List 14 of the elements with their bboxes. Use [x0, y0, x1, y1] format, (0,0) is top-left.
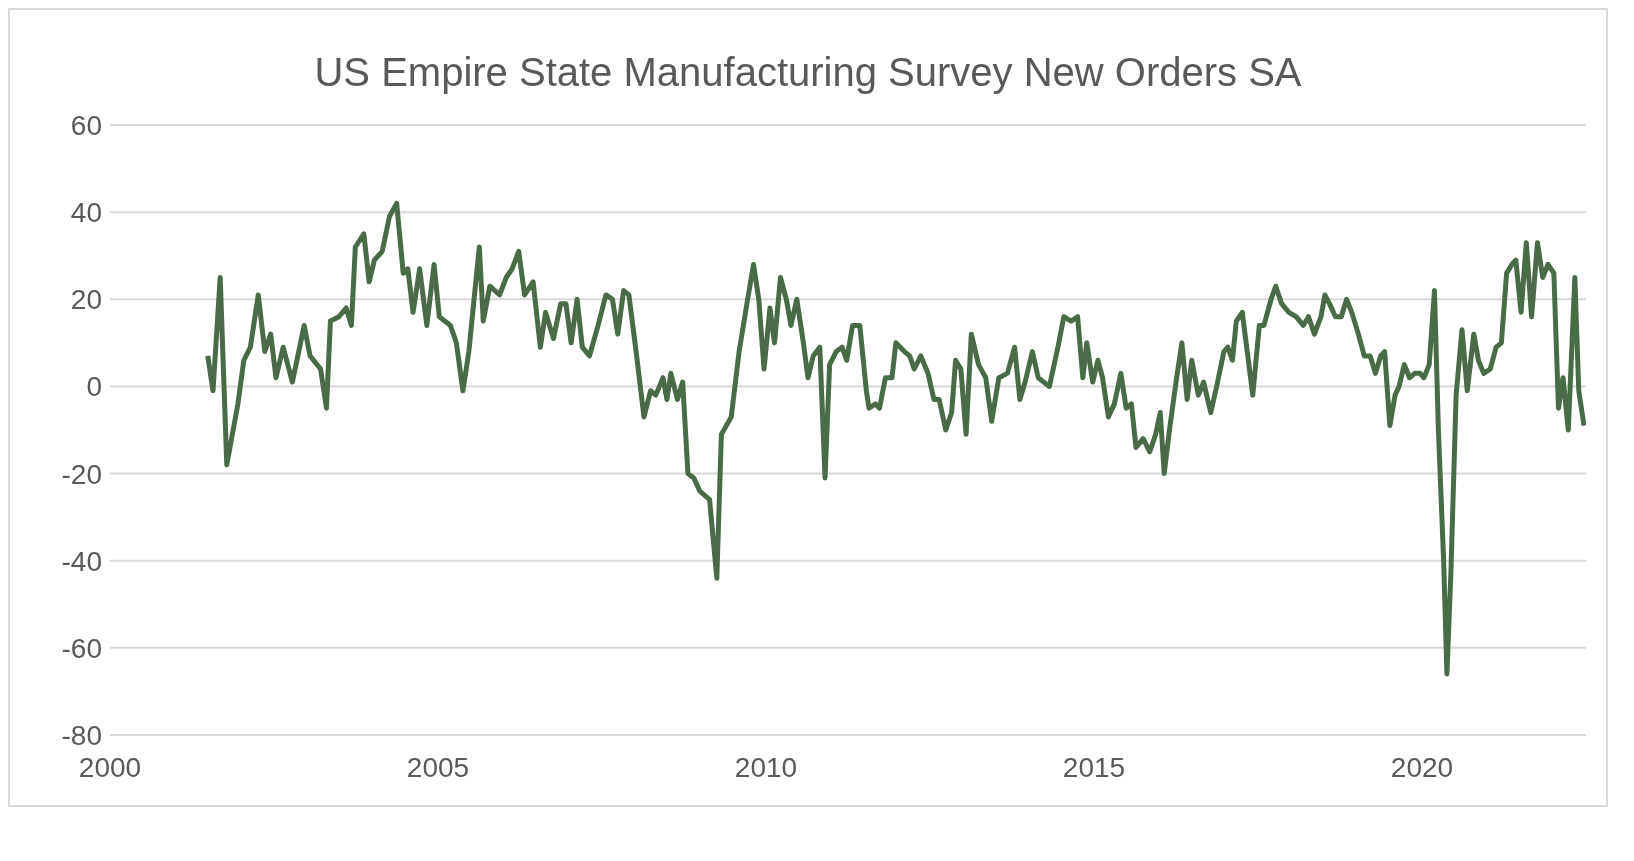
x-tick-label: 2020 — [1390, 751, 1454, 783]
y-tick-label: -60 — [61, 632, 102, 664]
y-tick-label: -40 — [61, 545, 102, 577]
y-tick-label: 20 — [70, 284, 102, 316]
x-tick-label: 2005 — [406, 751, 470, 783]
x-tick-label: 2000 — [78, 751, 142, 783]
x-tick-label: 2015 — [1062, 751, 1126, 783]
x-tick-label: 2010 — [734, 751, 798, 783]
y-tick-label: 0 — [86, 371, 102, 403]
y-tick-label: 40 — [70, 197, 102, 229]
y-tick-label: -80 — [61, 719, 102, 751]
y-tick-label: -20 — [61, 458, 102, 490]
chart-title: US Empire State Manufacturing Survey New Orders SA — [313, 50, 1303, 95]
y-tick-label: 60 — [70, 109, 102, 141]
